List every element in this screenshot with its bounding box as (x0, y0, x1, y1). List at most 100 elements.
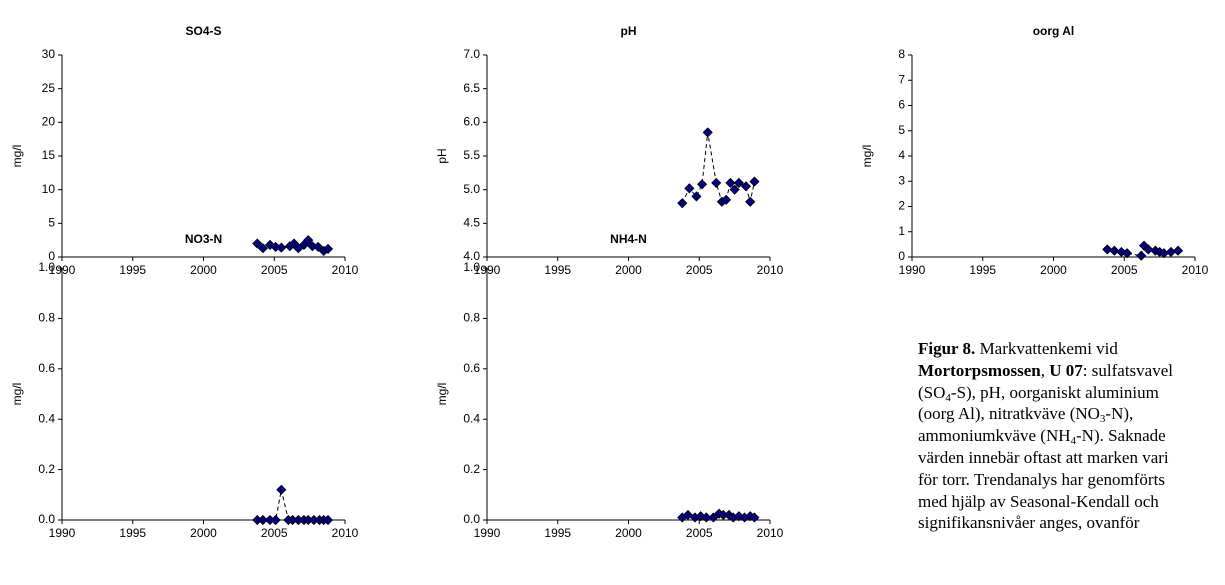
y-tick-label: 6.0 (463, 115, 480, 129)
y-tick-label: 0.8 (38, 311, 55, 325)
chart: NH4-N mg/l 0.0 0.2 0.4 0.6 0.8 1.0 1990 1995 2000 2… (435, 232, 783, 540)
y-axis-label: pH (435, 148, 449, 163)
y-tick-label: 0.4 (38, 411, 55, 425)
data-point (745, 196, 756, 207)
caption-text: Markvattenkemi vid (975, 339, 1118, 358)
y-tick-label: 5 (898, 123, 905, 137)
x-tick-label: 1990 (899, 263, 926, 277)
y-axis-label: mg/l (10, 383, 24, 406)
x-tick-label: 2005 (686, 263, 713, 277)
x-tick-label: 2010 (757, 526, 784, 540)
x-tick-label: 2010 (332, 263, 359, 277)
data-point (1122, 248, 1133, 259)
data-point (252, 238, 263, 249)
y-tick-label: 0.2 (463, 462, 480, 476)
data-point (684, 183, 695, 194)
data-point (733, 177, 744, 188)
data-point (740, 181, 752, 192)
x-tick-label: 2010 (1182, 263, 1209, 277)
data-point (313, 241, 324, 252)
y-tick-label: 8 (898, 47, 905, 61)
y-tick-label: 0.6 (463, 361, 480, 375)
data-point (322, 514, 334, 526)
y-tick-label: 0.8 (463, 311, 480, 325)
caption-text: signifikansnivåer anges, ovanför (918, 513, 1140, 533)
data-point (721, 194, 732, 205)
y-tick-label: 15 (42, 148, 56, 162)
caption-text: värden innebär oftast att marken vari (918, 447, 1169, 467)
data-point (749, 176, 760, 187)
y-tick-label: 5 (48, 216, 55, 230)
data-point (697, 179, 708, 190)
caption-text: -S), pH, oorganiskt aluminium (950, 382, 1159, 402)
x-tick-label: 2000 (1040, 263, 1067, 277)
chart: oorg Al mg/l 0 1 2 3 4 5 6 7 8 1990 1995 2000 2005 2010 (860, 24, 1208, 277)
chart-title: oorg Al (1033, 24, 1075, 38)
x-tick-label: 2005 (261, 526, 288, 540)
y-tick-label: 5.5 (463, 148, 480, 162)
caption-line: Figur 8. Markvattenkemi vid (918, 338, 1225, 360)
caption-line: värden innebär oftast att marken vari (918, 447, 1225, 469)
caption-text: -N). Saknade (1076, 426, 1166, 446)
x-tick-label: 2005 (686, 526, 713, 540)
chart-title: SO4-S (185, 24, 221, 38)
data-point (1165, 246, 1177, 258)
x-tick-label: 2000 (190, 526, 217, 540)
x-tick-label: 1995 (119, 263, 146, 277)
x-tick-label: 1995 (119, 526, 146, 540)
data-point (682, 509, 693, 521)
data-point (691, 191, 702, 202)
chart: NO3-N mg/l 0.0 0.2 0.4 0.6 0.8 1.0 1990 1995 2000 2… (10, 232, 358, 540)
x-tick-label: 1990 (49, 526, 76, 540)
y-tick-label: 4.0 (463, 249, 480, 263)
x-tick-label: 1995 (544, 263, 571, 277)
caption-text: (SO (918, 382, 946, 402)
y-tick-label: 0 (898, 249, 905, 263)
y-tick-label: 6 (898, 98, 905, 112)
data-point (257, 514, 268, 526)
x-tick-label: 2000 (615, 263, 642, 277)
data-point (677, 198, 688, 209)
y-tick-label: 1.0 (463, 260, 480, 274)
y-tick-label: 7.0 (463, 47, 480, 61)
y-tick-label: 6.5 (463, 81, 480, 95)
caption: Figur 8. Markvattenkemi vid Mortorpsmosse… (918, 338, 1225, 534)
data-point (701, 512, 712, 523)
subscript: 4 (945, 391, 951, 404)
y-axis-label: mg/l (435, 383, 449, 406)
subscript: 4 (1070, 435, 1077, 448)
y-tick-label: 20 (42, 115, 56, 129)
caption-line: ammoniumkväve (NH4-N). Saknade (918, 425, 1225, 447)
y-tick-label: 3 (898, 173, 905, 187)
subscript: 3 (1099, 413, 1106, 426)
y-axis-label: mg/l (860, 145, 874, 168)
caption-line: signifikansnivåer anges, ovanför (918, 512, 1225, 534)
data-point (322, 243, 334, 254)
x-tick-label: 1995 (969, 263, 996, 277)
data-point (702, 127, 713, 138)
caption-line: Mortorpsmossen, U 07: sulfatsvavel (918, 360, 1225, 382)
data-point (1172, 245, 1184, 256)
data-line (681, 132, 755, 204)
caption-text: med hjälp av Seasonal-Kendall och (918, 491, 1159, 511)
caption-text: Mortorpsmossen (918, 360, 1041, 380)
caption-text: U 07 (1049, 360, 1083, 380)
caption-text: Figur 8. (918, 339, 976, 358)
y-tick-label: 0 (48, 249, 55, 263)
caption-text: för torr. Trendanalys har genomförts (918, 469, 1165, 489)
chart-title: NH4-N (610, 232, 647, 246)
y-tick-label: 0.4 (463, 411, 480, 425)
data-point (270, 514, 281, 526)
data-point (303, 235, 314, 246)
caption-line: (oorg Al), nitratkväve (NO3-N), (918, 403, 1225, 425)
caption-line: med hjälp av Seasonal-Kendall och (918, 491, 1225, 513)
caption-line: (SO4-S), pH, oorganiskt aluminium (918, 382, 1225, 404)
x-tick-label: 2010 (332, 526, 359, 540)
data-point (257, 243, 268, 254)
y-tick-label: 5.0 (463, 182, 480, 196)
x-tick-label: 2005 (1111, 263, 1138, 277)
y-axis-label: mg/l (10, 145, 24, 168)
y-tick-label: 4 (898, 148, 905, 162)
